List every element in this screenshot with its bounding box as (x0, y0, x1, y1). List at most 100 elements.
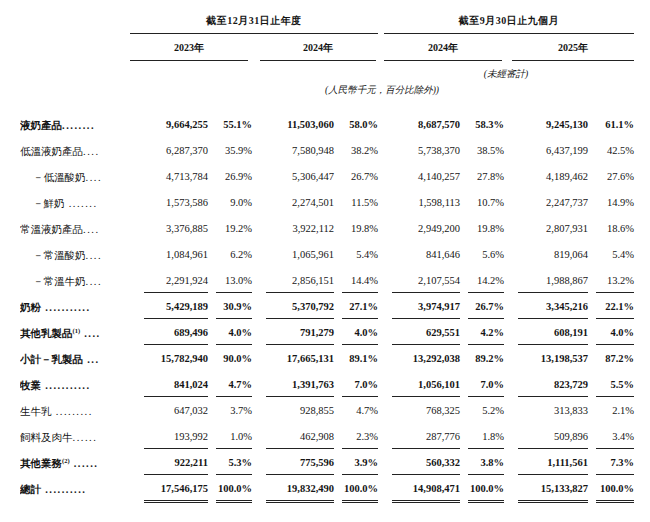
cell-value: 775,596 (266, 451, 334, 475)
row-label: 牧業 ........... (20, 373, 130, 399)
cell-percent: 13.0% (216, 269, 252, 293)
table-row: －常溫酸奶....1,084,9616.2%1,065,9615.4%841,6… (20, 243, 634, 269)
cell-percent: 7.0% (342, 373, 378, 397)
footnote-ref: (1) (73, 327, 81, 334)
row-label: －鮮奶 ....... (20, 191, 130, 217)
cell-percent: 2.3% (342, 425, 378, 449)
cell-percent: 87.2% (596, 347, 634, 370)
table-body: 液奶產品........9,664,25555.1%11,503,06058.0… (0, 113, 650, 503)
table-row: －低溫酸奶....4,713,78426.9%5,306,44726.7%4,1… (20, 165, 634, 191)
table-row: 小計－乳製品 ...15,782,94090.0%17,665,13189.1%… (20, 347, 634, 373)
cell-value: 1,573,586 (144, 191, 208, 214)
cell-percent: 2.1% (596, 399, 634, 422)
cell-value: 823,729 (518, 373, 588, 397)
table-row: －常溫牛奶....2,291,92413.0%2,856,15114.4%2,1… (20, 269, 634, 295)
dot-leader: .... (86, 250, 103, 261)
dot-leader: .... (80, 328, 101, 339)
cell-value: 3,376,885 (144, 217, 208, 240)
cell-value: 19,832,490 (266, 477, 334, 503)
cell-percent: 4.0% (342, 321, 378, 345)
cell-percent: 26.9% (216, 165, 252, 188)
cell-percent: 55.1% (216, 113, 252, 136)
cell-percent: 26.7% (468, 295, 504, 319)
cell-value: 3,974,917 (392, 295, 460, 319)
dot-leader: ...... (73, 432, 98, 443)
cell-percent: 14.9% (596, 191, 634, 214)
cell-value: 4,713,784 (144, 165, 208, 188)
table-row: 低溫液奶產品....6,287,37035.9%7,580,94838.2%5,… (20, 139, 634, 165)
cell-percent: 22.1% (596, 295, 634, 319)
cell-percent: 7.0% (468, 373, 504, 397)
row-label: 奶粉 ........... (20, 295, 130, 321)
dot-leader: .......... (41, 484, 86, 495)
column-header-2023: 2023年 (130, 34, 248, 61)
cell-percent: 1.8% (468, 425, 504, 449)
cell-value: 509,896 (518, 425, 588, 449)
cell-value: 560,332 (392, 451, 460, 475)
cell-value: 15,782,940 (144, 347, 208, 370)
cell-value: 2,807,931 (518, 217, 588, 240)
cell-percent: 14.2% (468, 269, 504, 293)
cell-percent: 19.2% (216, 217, 252, 240)
cell-percent: 42.5% (596, 139, 634, 162)
cell-value: 1,988,867 (518, 269, 588, 293)
cell-percent: 35.9% (216, 139, 252, 162)
cell-value: 1,598,113 (392, 191, 460, 214)
table-row: 飼料及肉牛......193,9921.0%462,9082.3%287,776… (20, 425, 634, 451)
cell-value: 2,247,737 (518, 191, 588, 214)
cell-percent: 100.0% (468, 477, 504, 503)
cell-value: 7,580,948 (266, 139, 334, 162)
cell-value: 819,064 (518, 243, 588, 266)
cell-value: 6,437,199 (518, 139, 588, 162)
cell-percent: 5.3% (216, 451, 252, 475)
cell-percent: 3.4% (596, 425, 634, 449)
cell-value: 768,325 (392, 399, 460, 422)
cell-value: 5,306,447 (266, 165, 334, 188)
table-row: －鮮奶 .......1,573,5869.0%2,274,50111.5%1,… (20, 191, 634, 217)
cell-percent: 90.0% (216, 347, 252, 370)
cell-value: 11,503,060 (266, 113, 334, 136)
cell-percent: 10.7% (468, 191, 504, 214)
column-header-2025-9m: 2025年 (512, 34, 634, 61)
cell-value: 841,024 (144, 373, 208, 397)
cell-value: 13,198,537 (518, 347, 588, 370)
cell-value: 15,133,827 (518, 477, 588, 503)
cell-percent: 18.6% (596, 217, 634, 240)
prospectus-revenue-table-page: 截至12月31日止年度 截至9月30日止九個月 2023年 2024年 2024… (0, 0, 650, 522)
cell-value: 5,370,792 (266, 295, 334, 319)
cell-value: 17,546,175 (144, 477, 208, 503)
cell-value: 4,140,257 (392, 165, 460, 188)
cell-value: 841,646 (392, 243, 460, 266)
cell-percent: 5.4% (342, 243, 378, 266)
cell-percent: 89.2% (468, 347, 504, 370)
cell-percent: 27.6% (596, 165, 634, 188)
cell-value: 14,908,471 (392, 477, 460, 503)
dot-leader: ......... (52, 406, 93, 417)
row-label: 飼料及肉牛...... (20, 425, 130, 451)
cell-percent: 4.0% (216, 321, 252, 345)
cell-percent: 9.0% (216, 191, 252, 214)
cell-percent: 6.2% (216, 243, 252, 266)
cell-percent: 38.2% (342, 139, 378, 162)
cell-value: 608,191 (518, 321, 588, 345)
column-header-2024-fy: 2024年 (260, 34, 376, 61)
cell-value: 922,211 (144, 451, 208, 475)
row-label: 常溫液奶產品.... (20, 217, 130, 243)
column-group-year-end: 截至12月31日止年度 (130, 14, 378, 34)
row-label: 液奶產品........ (20, 113, 130, 139)
cell-percent: 58.0% (342, 113, 378, 136)
cell-percent: 58.3% (468, 113, 504, 136)
cell-percent: 14.4% (342, 269, 378, 293)
row-label: －常溫牛奶.... (20, 269, 130, 295)
cell-percent: 3.7% (216, 399, 252, 422)
row-label: 其他乳製品(1) .... (20, 321, 130, 347)
cell-value: 2,274,501 (266, 191, 334, 214)
currency-unit-note: (人民幣千元，百分比除外)) (130, 81, 634, 97)
dot-leader: ....... (65, 198, 98, 209)
cell-value: 462,908 (266, 425, 334, 449)
table-row: 總計 ..........17,546,175100.0%19,832,4901… (20, 477, 634, 503)
table-row: 牧業 ...........841,0244.7%1,391,7637.0%1,… (20, 373, 634, 399)
cell-percent: 100.0% (596, 477, 634, 503)
cell-value: 3,922,112 (266, 217, 334, 240)
cell-value: 4,189,462 (518, 165, 588, 188)
